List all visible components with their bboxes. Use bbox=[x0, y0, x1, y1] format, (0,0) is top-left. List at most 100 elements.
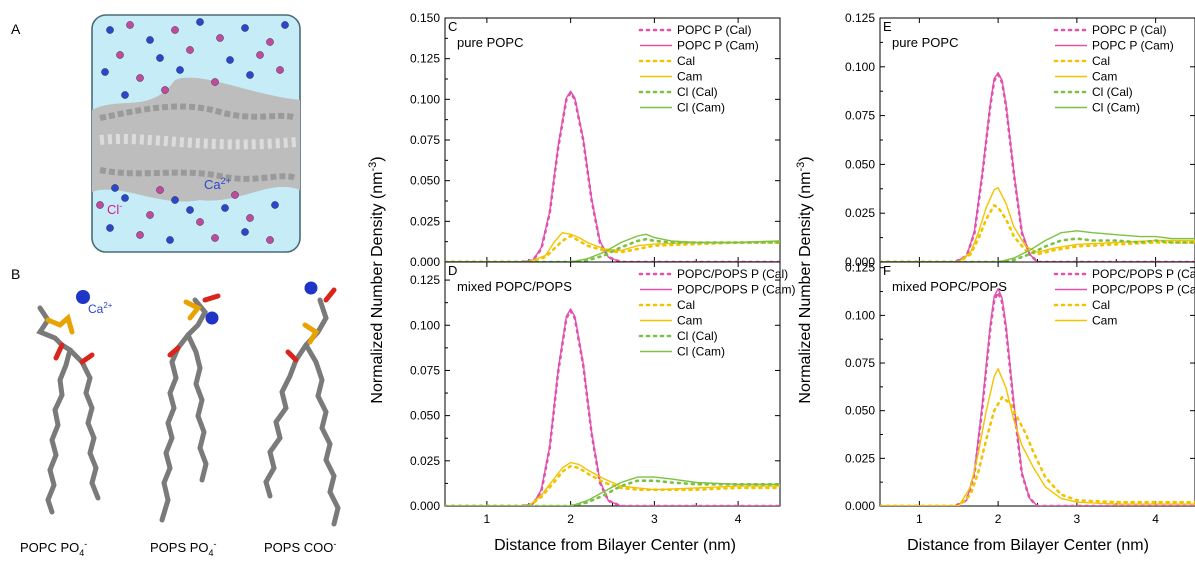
series-line bbox=[880, 237, 1195, 262]
series-line bbox=[445, 233, 780, 262]
ion-particle bbox=[111, 184, 119, 192]
y-tick-label: 0.000 bbox=[410, 499, 440, 513]
ion-particle bbox=[256, 51, 264, 59]
legend-entry: POPC P (Cal) bbox=[1092, 23, 1166, 37]
ion-particle bbox=[101, 68, 109, 76]
ion-particle bbox=[136, 74, 144, 82]
ion-particle bbox=[106, 26, 114, 34]
x-axis-label-left: Distance from Bilayer Center (nm) bbox=[494, 537, 736, 554]
ion-particles bbox=[96, 18, 289, 244]
legend-entry: Cl (Cam) bbox=[677, 345, 725, 359]
y-tick-label: 0.075 bbox=[410, 363, 440, 377]
ion-particle bbox=[186, 206, 194, 214]
ion-particle bbox=[281, 21, 289, 29]
ion-particle bbox=[116, 51, 124, 59]
legend-entry: Cam bbox=[1092, 70, 1117, 84]
panel-annotation: mixed POPC/POPS bbox=[892, 279, 1007, 294]
y-tick-label: 0.050 bbox=[410, 174, 440, 188]
y-tick-label: 0.000 bbox=[410, 255, 440, 269]
ion-particle bbox=[176, 66, 184, 74]
y-tick-label: 0.100 bbox=[410, 318, 440, 332]
y-tick-label: 0.125 bbox=[845, 11, 875, 25]
legend-entry: Cam bbox=[677, 70, 702, 84]
ion-particle bbox=[121, 91, 129, 99]
ion-particle bbox=[266, 38, 274, 46]
plot-frame bbox=[444, 17, 781, 263]
ion-particle bbox=[241, 24, 249, 32]
series-group bbox=[445, 90, 780, 262]
y-tick-label: 0.050 bbox=[845, 404, 875, 418]
ion-particle bbox=[221, 204, 229, 212]
chart-c: 0.000 0.025 0.050 0.075 0.100 0.125 0.150 Cpure… bbox=[410, 11, 781, 269]
plot-frame bbox=[879, 261, 1195, 507]
panel-annotation: pure POPC bbox=[892, 35, 958, 50]
panel-a: A Ca2+ Cl- bbox=[11, 14, 301, 253]
ion-particle bbox=[186, 46, 194, 54]
ion-particle bbox=[171, 26, 179, 34]
pops-coo-molecule bbox=[263, 281, 341, 527]
y-tick-label: 0.100 bbox=[410, 92, 440, 106]
series-line bbox=[880, 288, 1195, 506]
ion-particle bbox=[126, 21, 134, 29]
panel-label: D bbox=[448, 263, 457, 278]
lipid-texture-top bbox=[99, 103, 298, 121]
y-tick-label: 0.025 bbox=[410, 214, 440, 228]
chart-d: 0.000 0.025 0.050 0.075 0.100 0.125 1 2 3 4 Dmixed… bbox=[410, 261, 795, 526]
ion-particle bbox=[246, 214, 254, 222]
series-group bbox=[880, 288, 1195, 506]
y-tick-label: 0.100 bbox=[845, 60, 875, 74]
plot-frame bbox=[879, 17, 1195, 263]
ca-ion-label-b: Ca2+ bbox=[88, 301, 113, 316]
ion-particle bbox=[146, 211, 154, 219]
pops-po4-molecule bbox=[159, 293, 221, 523]
ion-particle bbox=[146, 36, 154, 44]
ion-particle bbox=[241, 228, 249, 236]
y-tick-label: 0.125 bbox=[845, 261, 875, 275]
series-line bbox=[880, 204, 1195, 262]
plot-frame bbox=[444, 261, 781, 507]
panel-label-b: B bbox=[11, 266, 20, 282]
series-line bbox=[445, 309, 780, 506]
y-tick-label: 0.050 bbox=[410, 409, 440, 423]
ion-particle bbox=[156, 54, 164, 62]
series-line bbox=[880, 396, 1195, 506]
y-tick-label: 0.025 bbox=[845, 451, 875, 465]
caption-pops-po4: POPS PO4- bbox=[150, 539, 217, 557]
panel-label-a: A bbox=[11, 21, 21, 37]
legend-entry: POPC P (Cam) bbox=[1092, 39, 1174, 53]
y-tick-label: 0.025 bbox=[845, 206, 875, 220]
series-line bbox=[880, 73, 1195, 262]
x-tick-label: 3 bbox=[1074, 512, 1081, 526]
series-line bbox=[880, 72, 1195, 262]
ion-particle bbox=[171, 196, 179, 204]
legend-entry: POPC P (Cam) bbox=[677, 39, 759, 53]
ion-particle bbox=[216, 34, 224, 42]
x-tick-label: 1 bbox=[916, 512, 923, 526]
series-line bbox=[445, 476, 780, 506]
legend-entry: Cal bbox=[1092, 298, 1110, 312]
y-tick-label: 0.025 bbox=[410, 454, 440, 468]
series-line bbox=[445, 90, 780, 262]
legend-entry: POPC/POPS P (Cal) bbox=[1092, 267, 1195, 281]
y-tick-label: 0.050 bbox=[845, 157, 875, 171]
ion-particle bbox=[211, 234, 219, 242]
y-axis-label-right: Normalized Number Density (nm-3) bbox=[795, 156, 814, 403]
y-tick-label: 0.125 bbox=[410, 52, 440, 66]
series-line bbox=[445, 479, 780, 506]
x-tick-label: 1 bbox=[484, 512, 491, 526]
ion-particle bbox=[161, 86, 169, 94]
series-line bbox=[445, 461, 780, 506]
ion-particle bbox=[246, 71, 254, 79]
ion-particle bbox=[231, 191, 239, 199]
legend-entry: POPC/POPS P (Cam) bbox=[677, 283, 795, 297]
legend-entry: Cl (Cam) bbox=[1092, 101, 1140, 115]
ion-particle bbox=[226, 56, 234, 64]
panel-label: E bbox=[883, 19, 892, 34]
y-tick-label: 0.100 bbox=[845, 308, 875, 322]
ion-particle bbox=[266, 236, 274, 244]
series-line bbox=[445, 464, 780, 506]
legend-entry: POPC P (Cal) bbox=[677, 23, 751, 37]
ion-particle bbox=[156, 186, 164, 194]
